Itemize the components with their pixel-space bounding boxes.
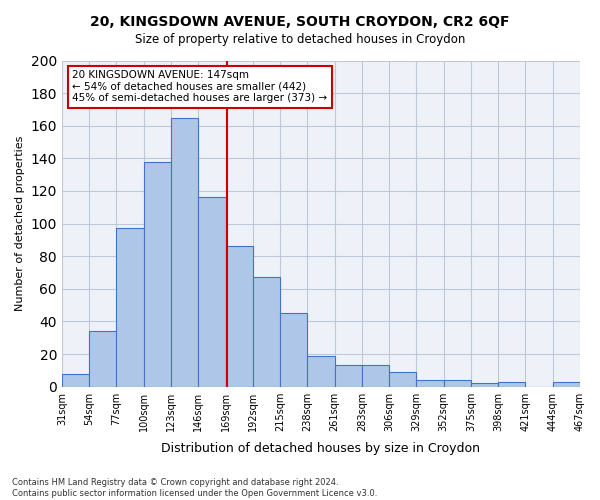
Bar <box>171 118 198 386</box>
Bar <box>498 382 526 386</box>
Bar <box>116 228 144 386</box>
Y-axis label: Number of detached properties: Number of detached properties <box>15 136 25 312</box>
Text: Contains HM Land Registry data © Crown copyright and database right 2024.
Contai: Contains HM Land Registry data © Crown c… <box>12 478 377 498</box>
Bar <box>471 384 498 386</box>
Bar <box>335 366 362 386</box>
Bar <box>362 366 389 386</box>
Bar <box>280 314 307 386</box>
Bar <box>553 382 580 386</box>
Text: 20, KINGSDOWN AVENUE, SOUTH CROYDON, CR2 6QF: 20, KINGSDOWN AVENUE, SOUTH CROYDON, CR2… <box>90 15 510 29</box>
Bar <box>416 380 443 386</box>
Bar <box>307 356 335 386</box>
Text: 20 KINGSDOWN AVENUE: 147sqm
← 54% of detached houses are smaller (442)
45% of se: 20 KINGSDOWN AVENUE: 147sqm ← 54% of det… <box>72 70 328 104</box>
Bar <box>226 246 253 386</box>
X-axis label: Distribution of detached houses by size in Croydon: Distribution of detached houses by size … <box>161 442 481 455</box>
Bar <box>62 374 89 386</box>
Bar <box>89 331 116 386</box>
Bar <box>253 278 280 386</box>
Bar <box>144 162 171 386</box>
Bar <box>443 380 471 386</box>
Bar <box>389 372 416 386</box>
Text: Size of property relative to detached houses in Croydon: Size of property relative to detached ho… <box>135 32 465 46</box>
Bar <box>198 198 226 386</box>
